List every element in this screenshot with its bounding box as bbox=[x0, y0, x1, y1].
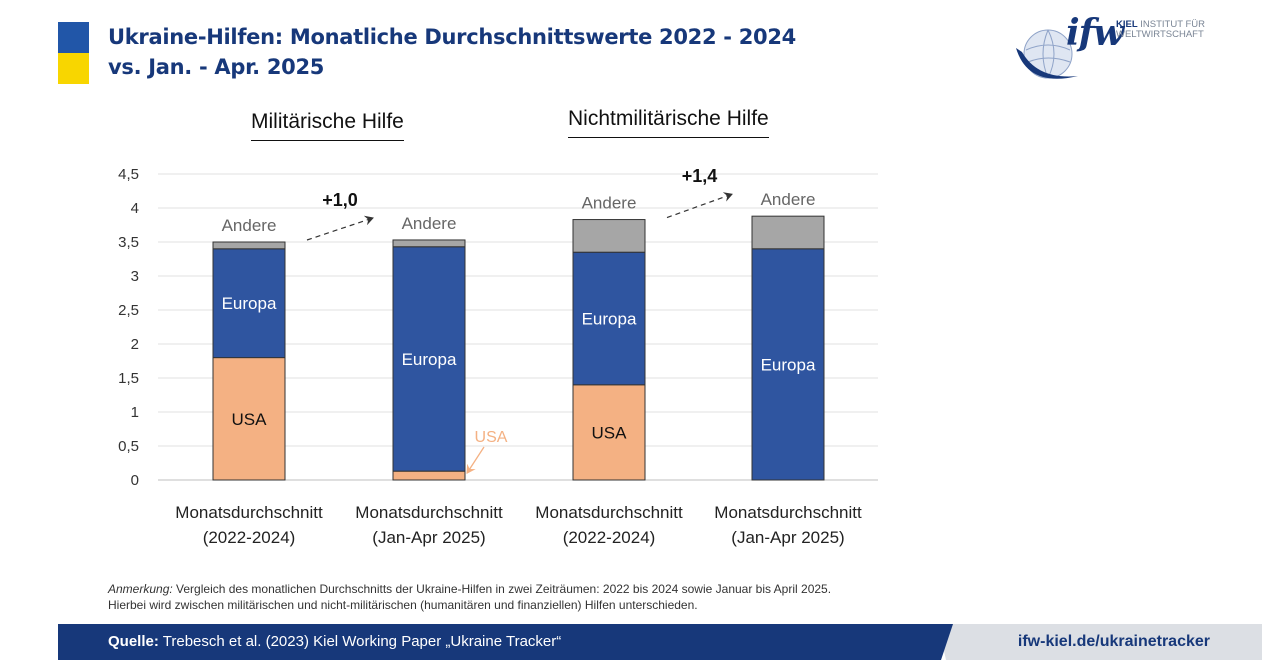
note-text-1: Vergleich des monatlichen Durchschnitts … bbox=[172, 582, 832, 596]
x-category-label: Monatsdurchschnitt bbox=[714, 503, 862, 522]
change-label: +1,4 bbox=[682, 166, 718, 186]
x-category-label: Monatsdurchschnitt bbox=[355, 503, 503, 522]
footer-grey-band bbox=[938, 624, 1262, 660]
segment-label-andere: Andere bbox=[582, 194, 637, 213]
logo-institut: INSTITUT FÜR bbox=[1140, 19, 1206, 30]
x-category-label: Monatsdurchschnitt bbox=[175, 503, 323, 522]
bar-segment-andere bbox=[212, 241, 286, 250]
bar-segment-andere bbox=[392, 239, 466, 248]
logo-institute-name: KIEL INSTITUT FÜR WELTWIRTSCHAFT bbox=[1116, 20, 1205, 40]
footer-bar: Quelle: Trebesch et al. (2023) Kiel Work… bbox=[58, 624, 1262, 660]
callout-label-usa: USA bbox=[475, 429, 508, 446]
stacked-bar-chart: 0 0,5 1 1,5 2 2,5 3 3,5 4 4,5 USA Europa Andere Monat… bbox=[118, 166, 878, 547]
y-tick-label: 4,5 bbox=[118, 166, 139, 183]
x-category-label: (Jan-Apr 2025) bbox=[731, 528, 844, 547]
note-text-2: Hierbei wird zwischen militärischen und … bbox=[108, 598, 698, 612]
x-category-label: (Jan-Apr 2025) bbox=[372, 528, 485, 547]
section-title-military: Militärische Hilfe bbox=[251, 110, 404, 141]
y-tick-label: 0,5 bbox=[118, 438, 139, 455]
y-tick-label: 3,5 bbox=[118, 234, 139, 251]
footer-blue-band bbox=[58, 624, 953, 660]
page-title: Ukraine-Hilfen: Monatliche Durchschnitts… bbox=[108, 22, 796, 82]
y-tick-label: 2,5 bbox=[118, 302, 139, 319]
segment-label-europa: Europa bbox=[222, 294, 277, 313]
x-category-label: (2022-2024) bbox=[563, 528, 656, 547]
y-tick-label: 1,5 bbox=[118, 370, 139, 387]
bar-segment-usa bbox=[392, 470, 466, 481]
annotation-note: Anmerkung: Vergleich des monatlichen Dur… bbox=[108, 581, 1008, 613]
y-tick-label: 4 bbox=[131, 200, 139, 217]
title-line-2: vs. Jan. - Apr. 2025 bbox=[108, 55, 325, 79]
x-category-label: (2022-2024) bbox=[203, 528, 296, 547]
bar-segment-usa bbox=[572, 384, 646, 481]
callout-arrow bbox=[466, 446, 485, 474]
segment-label-europa: Europa bbox=[761, 355, 816, 374]
y-tick-label: 1 bbox=[131, 404, 139, 421]
note-label: Anmerkung: bbox=[108, 582, 173, 596]
change-label: +1,0 bbox=[322, 190, 358, 210]
bar-segment-europa bbox=[392, 246, 466, 472]
source-text: Quelle: Trebesch et al. (2023) Kiel Work… bbox=[108, 633, 561, 650]
segment-label-europa: Europa bbox=[402, 350, 457, 369]
source-citation: Trebesch et al. (2023) Kiel Working Pape… bbox=[158, 633, 562, 650]
source-label: Quelle: bbox=[108, 633, 159, 650]
globe-icon bbox=[1016, 29, 1078, 79]
segment-label-usa: USA bbox=[592, 423, 628, 442]
bar-segment-usa bbox=[212, 357, 286, 481]
bar-segment-europa bbox=[212, 248, 286, 359]
bar-segment-europa bbox=[572, 251, 646, 386]
segment-label-andere: Andere bbox=[761, 190, 816, 209]
flag-yellow-stripe bbox=[58, 53, 89, 84]
section-title-nonmilitary: Nichtmilitärische Hilfe bbox=[568, 107, 769, 138]
flag-blue-stripe bbox=[58, 22, 89, 53]
change-arrow bbox=[306, 215, 374, 241]
y-tick-label: 2 bbox=[131, 336, 139, 353]
logo-kiel: KIEL bbox=[1116, 19, 1138, 30]
bar-segment-andere bbox=[751, 215, 825, 250]
y-tick-label: 3 bbox=[131, 268, 139, 285]
ifw-logo: ifw KIEL INSTITUT FÜR WELTWIRTSCHAFT bbox=[1008, 10, 1228, 90]
segment-label-andere: Andere bbox=[222, 216, 277, 235]
logo-wordmark: ifw bbox=[1066, 12, 1124, 54]
title-line-1: Ukraine-Hilfen: Monatliche Durchschnitts… bbox=[108, 25, 796, 49]
bar-segment-andere bbox=[572, 219, 646, 253]
segment-label-usa: USA bbox=[232, 410, 268, 429]
footer-url[interactable]: ifw-kiel.de/ukrainetracker bbox=[1017, 633, 1210, 650]
change-arrow bbox=[666, 192, 733, 219]
segment-label-andere: Andere bbox=[402, 214, 457, 233]
logo-weltwirtschaft: WELTWIRTSCHAFT bbox=[1116, 29, 1204, 40]
segment-label-europa: Europa bbox=[582, 310, 637, 329]
y-tick-label: 0 bbox=[131, 472, 139, 489]
ukraine-flag bbox=[58, 22, 89, 84]
x-category-label: Monatsdurchschnitt bbox=[535, 503, 683, 522]
